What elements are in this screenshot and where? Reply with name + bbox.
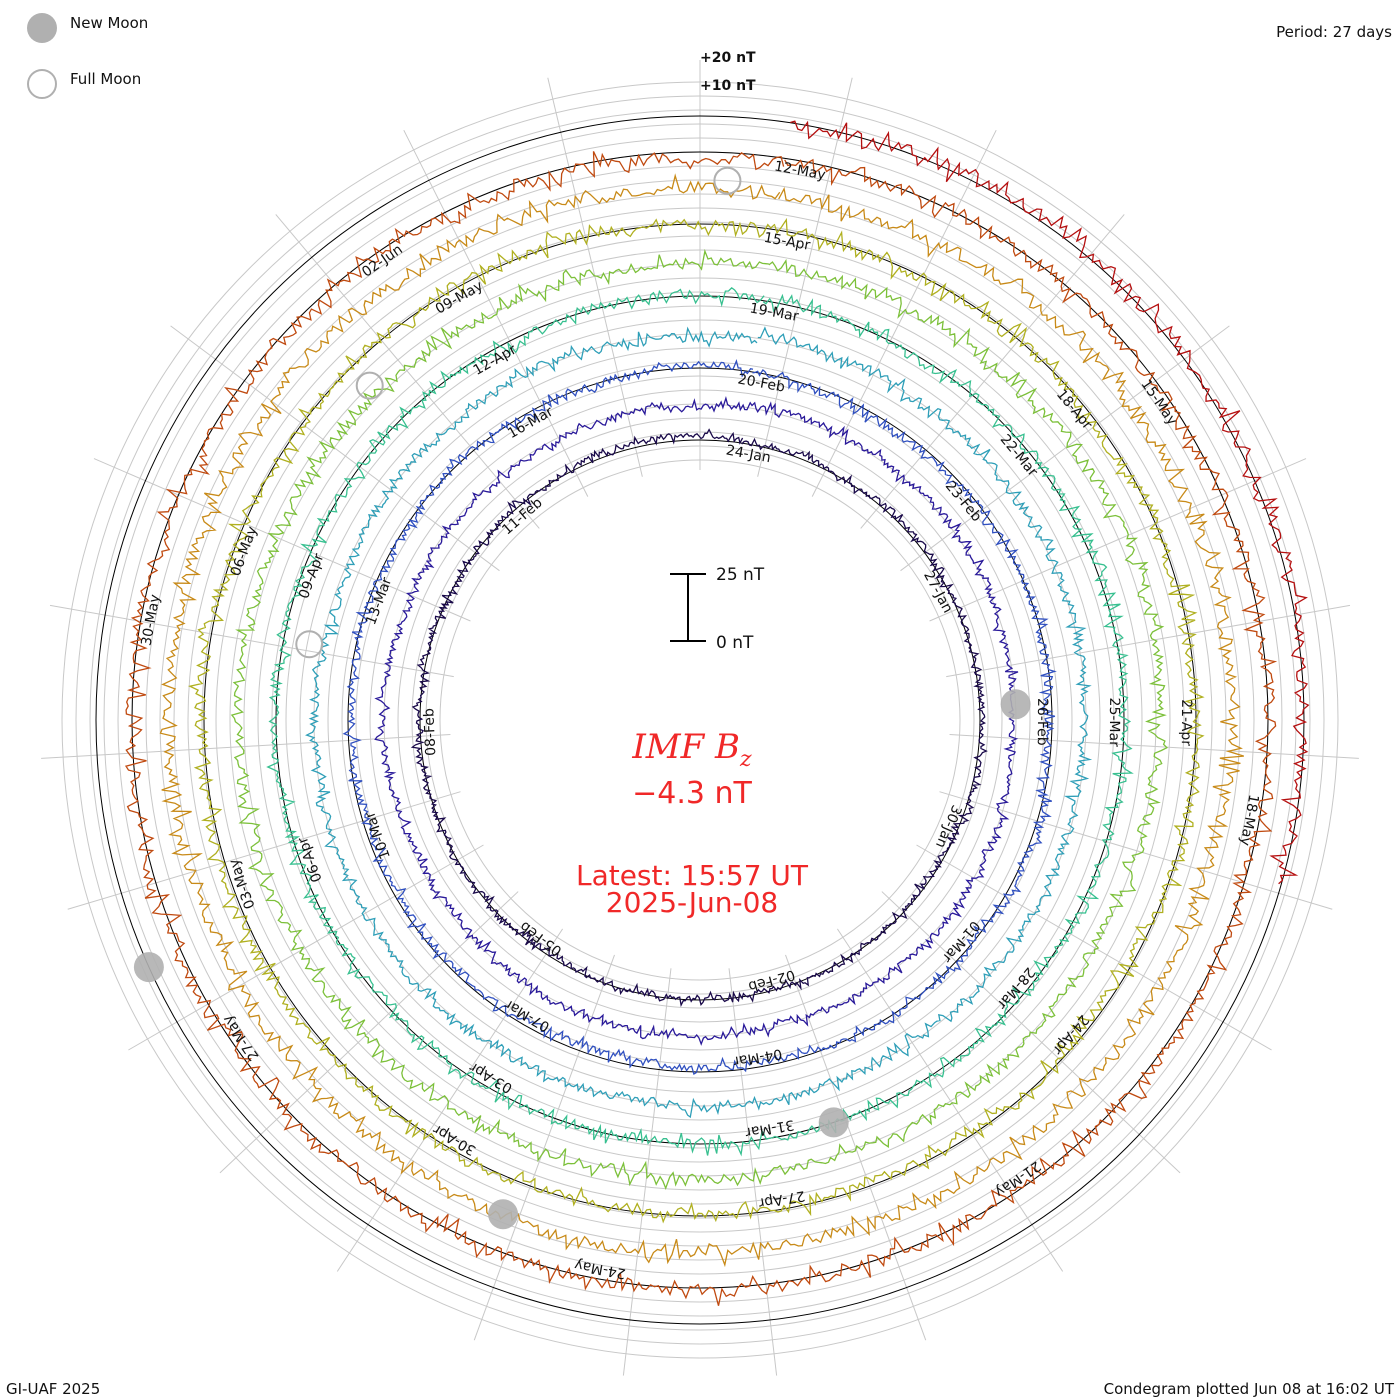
- imf-bz-title-sub: z: [739, 747, 752, 772]
- full-moon-legend-label: Full Moon: [70, 70, 141, 88]
- date-tick-label: 19-Mar: [748, 300, 800, 325]
- imf-bz-title: IMF Bz: [631, 727, 752, 772]
- grid-ring: [397, 417, 1003, 1023]
- grid-spoke: [946, 604, 1351, 678]
- full-moon-marker: [713, 166, 742, 195]
- full-moon-legend-icon: [27, 69, 57, 99]
- new-moon-legend-icon: [27, 13, 57, 43]
- date-tick-label: 04-Mar: [732, 1045, 784, 1069]
- grid-spoke: [785, 954, 927, 1341]
- full-moon-marker: [355, 371, 384, 400]
- grid-spoke: [900, 325, 1230, 572]
- grid-ring: [369, 389, 1031, 1051]
- grid-spoke: [67, 791, 461, 910]
- grid-spoke: [836, 928, 1064, 1272]
- grid-spoke: [916, 844, 1272, 1051]
- new-moon-marker: [488, 1199, 519, 1230]
- grid-ring: [383, 403, 1017, 1037]
- new-moon-marker: [1000, 689, 1031, 720]
- latest-date-label: 2025-Jun-08: [606, 886, 778, 919]
- grid-spoke: [757, 77, 853, 477]
- latest-time-label: Latest: 15:57 UT: [576, 859, 809, 892]
- bz-series-line: [230, 248, 1168, 1191]
- scale-bar-top-label: 25 nT: [716, 565, 765, 585]
- bz-series-line: [124, 151, 1278, 1306]
- new-moon-marker: [133, 952, 164, 983]
- grid-spoke: [929, 458, 1307, 622]
- grid-spoke: [170, 325, 500, 572]
- grid-spoke: [275, 214, 540, 529]
- grid-spoke: [41, 734, 451, 759]
- grid-spoke: [860, 214, 1125, 529]
- imf-bz-title-main: IMF B: [631, 727, 740, 767]
- date-tick-label: 30-Apr: [430, 1121, 479, 1159]
- date-tick-label: 27-Apr: [757, 1187, 806, 1211]
- date-tick-label: 13-Mar: [363, 575, 395, 627]
- imf-bz-value: −4.3 nT: [632, 776, 752, 811]
- full-moon-marker: [295, 630, 324, 659]
- grid-spoke: [128, 844, 484, 1051]
- grid-ring: [355, 375, 1045, 1065]
- grid-spoke: [49, 604, 454, 678]
- date-tick-label: 24-Jan: [725, 442, 772, 466]
- moon-layer: [133, 166, 1031, 1230]
- zero-baseline-ring: [347, 367, 1053, 1073]
- scale-20nt-label: +20 nT: [700, 50, 756, 66]
- date-tick-label: 12-May: [773, 159, 827, 184]
- date-tick-label: 08-Feb: [421, 708, 439, 756]
- date-tick-label: 28-Mar: [993, 964, 1037, 1012]
- new-moon-marker: [818, 1107, 849, 1138]
- period-label: Period: 27 days: [1276, 23, 1392, 41]
- bz-series-line: [410, 428, 988, 1008]
- bz-series-line: [374, 396, 1019, 1046]
- bz-series-line: [187, 217, 1205, 1224]
- grid-spoke: [219, 891, 519, 1174]
- data-layer: [95, 115, 1310, 1325]
- bz-series-line: [305, 326, 1093, 1119]
- date-tick-label: 27-May: [220, 1012, 263, 1064]
- bz-series-line: [159, 173, 1244, 1268]
- date-tick-label: 25-Mar: [1106, 698, 1122, 748]
- grid-spoke: [939, 791, 1333, 910]
- date-tick-label: 18-May: [1236, 793, 1261, 847]
- bz-series-line: [790, 120, 1310, 885]
- date-tick-label: 03-Apr: [467, 1059, 516, 1097]
- scale-bar-bottom-label: 0 nT: [716, 633, 754, 653]
- date-tick-label: 31-Mar: [744, 1116, 796, 1140]
- date-tick-label: 27-Jan: [920, 568, 956, 615]
- scale-10nt-label: +10 nT: [700, 78, 756, 94]
- credit-label: GI-UAF 2025: [6, 1380, 100, 1398]
- date-tick-label: 18-Apr: [1053, 387, 1095, 433]
- date-tick-label: 21-Apr: [1178, 699, 1194, 746]
- zero-baseline-ring: [95, 115, 1305, 1325]
- grid-spoke: [403, 129, 589, 497]
- new-moon-legend-label: New Moon: [70, 14, 148, 32]
- date-tick-label: 24-Apr: [1049, 1011, 1092, 1057]
- grid-spoke: [336, 928, 564, 1272]
- plotted-timestamp-label: Condegram plotted Jun 08 at 16:02 UT: [1104, 1380, 1395, 1398]
- date-tick-label: 22-Mar: [997, 432, 1041, 480]
- grid-spoke: [473, 954, 615, 1341]
- date-tick-label: 26-Feb: [1034, 698, 1050, 746]
- date-tick-label: 02-Jun: [359, 242, 406, 281]
- bz-series-line: [342, 359, 1057, 1075]
- bz-series-line: [266, 287, 1134, 1157]
- grid-spoke: [547, 77, 643, 477]
- grid-ring: [411, 431, 989, 1009]
- grid-spoke: [949, 734, 1359, 759]
- date-tick-label: 30-May: [139, 593, 164, 647]
